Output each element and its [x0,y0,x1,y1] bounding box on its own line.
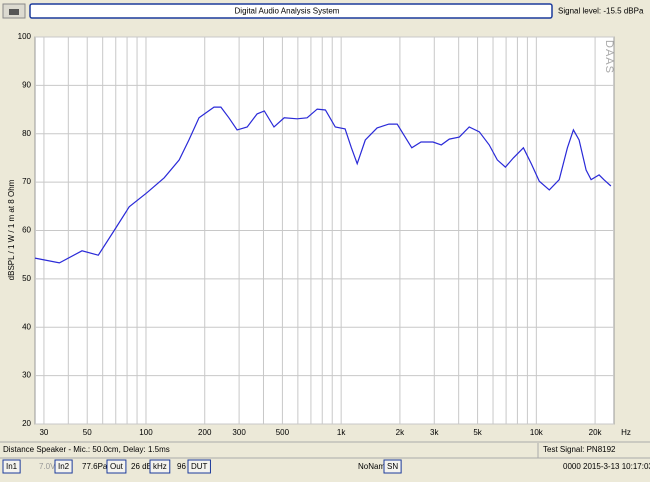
y-tick-label: 90 [22,80,31,89]
x-tick-label: 50 [83,428,92,437]
x-tick-label: 100 [139,428,153,437]
print-icon [9,9,19,15]
signal-level: Signal level: -15.5 dBPa [558,7,644,16]
toolbar-button-label: SN [387,462,398,471]
x-tick-label: 3k [430,428,439,437]
y-axis-label: dBSPL / 1 W / 1 m at 8 Ohm [7,179,16,280]
toolbar-button[interactable] [2,459,21,474]
y-tick-label: 60 [22,226,31,235]
y-tick-label: 30 [22,371,31,380]
toolbar-button[interactable] [149,459,171,474]
y-tick-label: 70 [22,177,31,186]
x-tick-label: 30 [39,428,48,437]
x-tick-label: 300 [232,428,246,437]
x-axis-unit: Hz [621,428,631,437]
x-tick-label: 1k [337,428,346,437]
response-curve [34,106,612,264]
toolbar-value: NoName [358,462,390,471]
x-tick-label: 2k [396,428,405,437]
x-tick-label: 200 [198,428,212,437]
watermark: DAAS [603,40,615,74]
toolbar-button[interactable] [54,459,73,474]
toolbar-button-label: DUT [191,462,208,471]
toolbar-button[interactable] [187,459,211,474]
y-tick-label: 50 [22,274,31,283]
toolbar-button[interactable] [383,459,402,474]
toolbar-value: 7.0V [39,462,56,471]
y-tick-label: 100 [18,32,32,41]
x-tick-label: 5k [473,428,482,437]
app-title: Digital Audio Analysis System [235,7,340,16]
toolbar-value: 26 dB [131,462,152,471]
test-signal: Test Signal: PN8192 [543,445,616,454]
y-tick-label: 20 [22,419,31,428]
y-tick-label: 80 [22,129,31,138]
toolbar-button-label: kHz [153,462,167,471]
toolbar-value: 96 [177,462,186,471]
x-tick-label: 500 [276,428,290,437]
title-box [29,3,553,19]
distance-info: Distance Speaker - Mic.: 50.0cm, Delay: … [3,445,170,454]
toolbar-button-label: In2 [58,462,70,471]
x-tick-label: 20k [589,428,603,437]
bottom-bar: In1 7.0V In2 77.6Pa Out 26 dB kHz 96 DUT NoNameSN… [2,459,650,474]
toolbar-button-label: Out [110,462,124,471]
toolbar-value: 0000 2015-3-13 10:17:03 [563,462,650,471]
y-tick-label: 40 [22,322,31,331]
toolbar-button[interactable] [106,459,127,474]
toolbar-value: 77.6Pa [82,462,108,471]
x-tick-label: 10k [530,428,544,437]
toolbar-button-label: In1 [6,462,18,471]
